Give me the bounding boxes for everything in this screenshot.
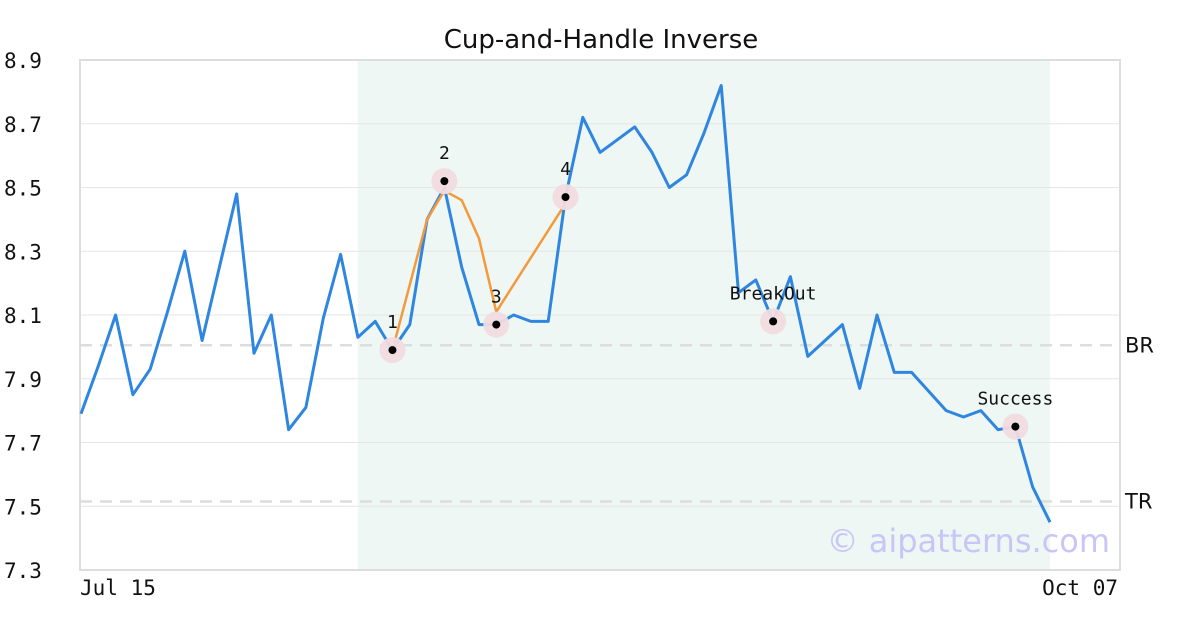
annotation-dot <box>769 317 778 326</box>
annotation-dot <box>440 177 449 186</box>
annotation-label: 2 <box>439 143 450 164</box>
level-label-br: BR <box>1125 333 1154 357</box>
y-tick-label: 8.3 <box>4 240 42 264</box>
axis-layer: 7.3 7.5 7.7 7.9 8.1 8.3 8.5 8.7 8.9 Jul 15 Oct 07 <box>4 49 1118 600</box>
annotation-dot <box>492 320 501 329</box>
x-tick-label: Oct 07 <box>1042 576 1118 600</box>
level-layer: BR TR <box>80 333 1154 513</box>
annotation-label: 3 <box>491 287 502 308</box>
annotation-label: 4 <box>560 159 571 180</box>
y-tick-label: 8.1 <box>4 304 42 328</box>
y-tick-label: 7.7 <box>4 432 42 456</box>
annotation-dot <box>1011 422 1020 431</box>
y-tick-label: 7.3 <box>4 559 42 583</box>
y-tick-label: 7.9 <box>4 368 42 392</box>
y-tick-label: 8.9 <box>4 49 42 73</box>
watermark: © aipatterns.com <box>827 522 1110 560</box>
x-tick-label: Jul 15 <box>80 576 156 600</box>
annotation-dot <box>561 193 570 202</box>
annotation-layer: 1 2 3 4 BreakOut Success <box>379 143 1053 440</box>
annotation-dot <box>388 346 397 355</box>
annotation-label: BreakOut <box>730 283 817 304</box>
chart-title: Cup-and-Handle Inverse <box>444 25 759 55</box>
plot-frame <box>79 59 1121 571</box>
y-tick-label: 8.7 <box>4 113 42 137</box>
y-tick-label: 8.5 <box>4 177 42 201</box>
y-tick-label: 7.5 <box>4 495 42 519</box>
level-label-tr: TR <box>1124 489 1152 513</box>
annotation-label: 1 <box>387 312 398 333</box>
annotation-label: Success <box>977 389 1053 410</box>
